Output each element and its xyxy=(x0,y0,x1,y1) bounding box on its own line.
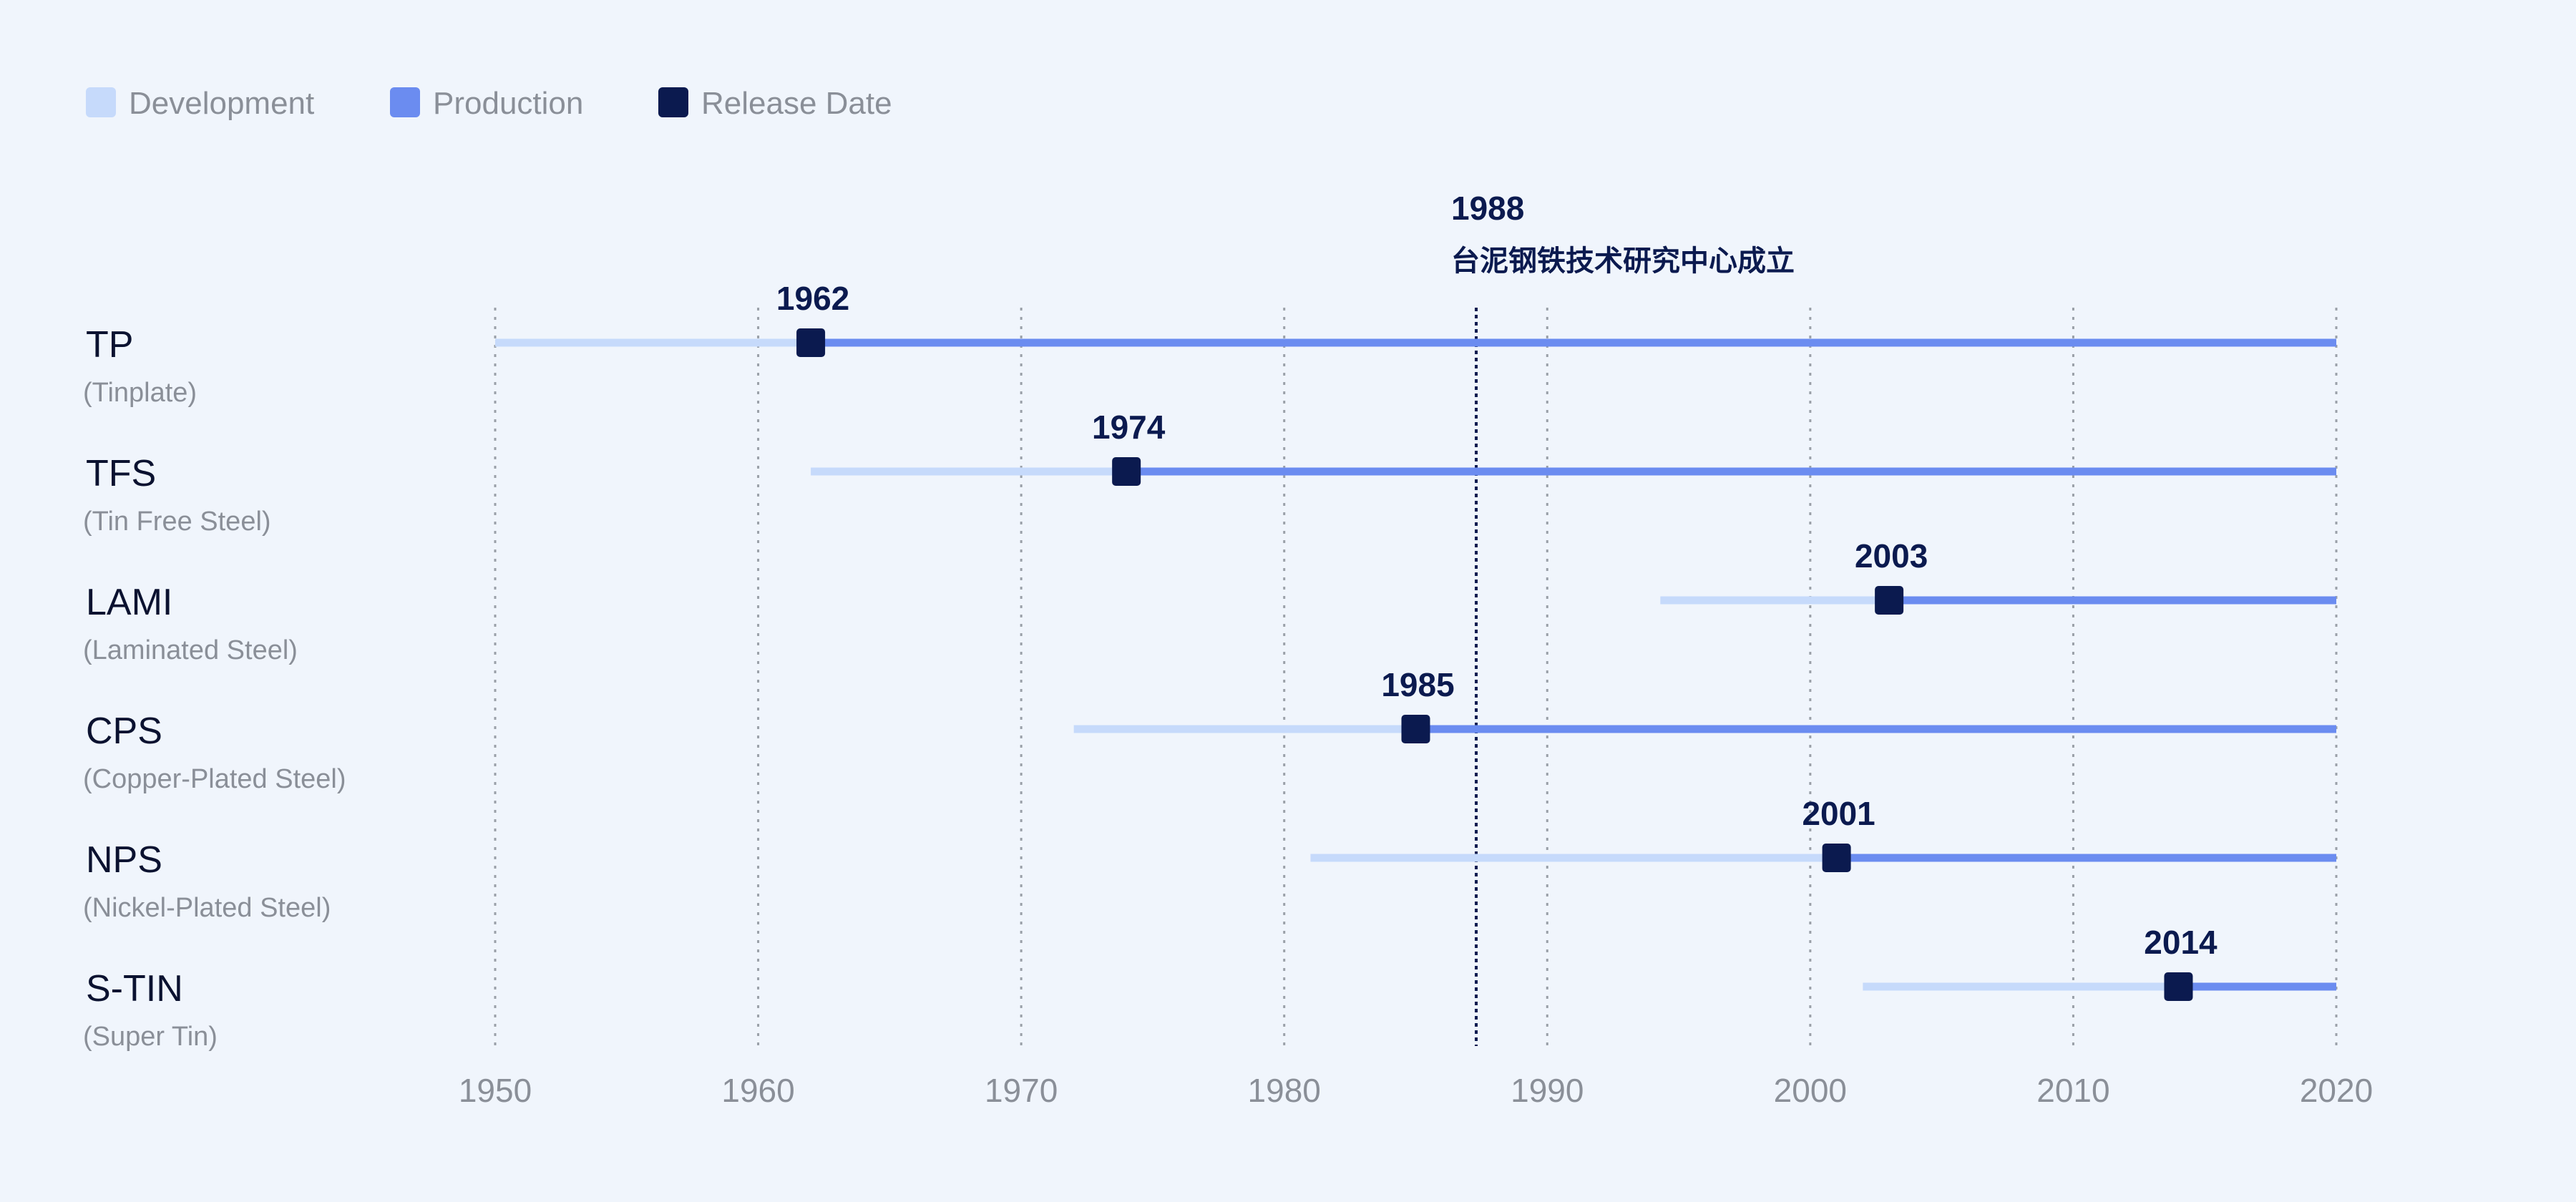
row-subtitle: (Laminated Steel) xyxy=(83,635,298,665)
annotation-text: 台泥钢铁技术研究中心成立 xyxy=(1451,245,1795,278)
x-tick-label: 2020 xyxy=(2300,1072,2373,1109)
row-name: LAMI xyxy=(86,582,172,623)
development-bar xyxy=(1660,596,1890,605)
legend-swatch xyxy=(658,87,688,117)
development-bar xyxy=(811,467,1127,476)
legend-label: Production xyxy=(433,86,583,121)
release-year-label: 1985 xyxy=(1381,666,1454,703)
timeline-row: S-TIN (Super Tin) 2014 xyxy=(83,924,2336,1052)
legend-swatch xyxy=(86,87,116,117)
x-tick-label: 1990 xyxy=(1511,1072,1584,1109)
x-tick-label: 1950 xyxy=(459,1072,532,1109)
development-bar xyxy=(1310,854,1837,862)
timeline-row: NPS (Nickel-Plated Steel) 2001 xyxy=(83,795,2336,923)
release-marker xyxy=(1875,586,1904,615)
release-year-label: 2014 xyxy=(2144,924,2218,961)
annotation-year: 1988 xyxy=(1451,190,1524,227)
timeline-row: TP (Tinplate) 1962 xyxy=(83,280,2336,408)
timeline-row: CPS (Copper-Plated Steel) 1985 xyxy=(83,666,2336,794)
release-marker xyxy=(1112,457,1141,486)
row-subtitle: (Super Tin) xyxy=(83,1022,218,1052)
legend-swatch xyxy=(390,87,420,117)
row-subtitle: (Copper-Plated Steel) xyxy=(83,764,346,794)
annotation: 1988 台泥钢铁技术研究中心成立 xyxy=(1451,190,1795,1046)
row-name: TP xyxy=(86,324,133,366)
production-bar xyxy=(811,338,2336,347)
production-bar xyxy=(1126,467,2336,476)
x-tick-label: 2000 xyxy=(1774,1072,1847,1109)
row-subtitle: (Tin Free Steel) xyxy=(83,507,271,537)
legend-label: Release Date xyxy=(701,86,892,121)
timeline-rows: TP (Tinplate) 1962 TFS (Tin Free Steel) 1974 L… xyxy=(83,280,2336,1052)
production-bar xyxy=(1889,596,2336,605)
release-marker xyxy=(1401,715,1430,743)
development-bar xyxy=(1073,725,1416,733)
grid-lines xyxy=(494,308,2338,1046)
release-year-label: 2003 xyxy=(1855,537,1928,575)
x-tick-label: 2010 xyxy=(2036,1072,2109,1109)
production-bar xyxy=(1415,725,2336,733)
x-tick-label: 1970 xyxy=(985,1072,1058,1109)
row-name: TFS xyxy=(86,453,156,494)
development-bar xyxy=(1863,982,2179,991)
release-marker xyxy=(796,328,826,357)
production-bar xyxy=(2178,982,2336,991)
development-bar xyxy=(495,338,811,347)
release-marker xyxy=(1822,844,1851,872)
production-bar xyxy=(1836,854,2336,862)
legend-label: Development xyxy=(129,86,314,121)
row-name: S-TIN xyxy=(86,968,183,1010)
release-year-label: 1974 xyxy=(1092,409,1166,446)
release-marker xyxy=(2164,972,2193,1001)
timeline-row: LAMI (Laminated Steel) 2003 xyxy=(83,537,2336,665)
row-name: CPS xyxy=(86,710,162,752)
release-year-label: 1962 xyxy=(776,280,849,317)
release-year-label: 2001 xyxy=(1802,795,1875,832)
row-subtitle: (Nickel-Plated Steel) xyxy=(83,893,331,923)
timeline-row: TFS (Tin Free Steel) 1974 xyxy=(83,409,2336,537)
legend: Development Production Release Date xyxy=(86,86,892,121)
x-tick-label: 1980 xyxy=(1248,1072,1321,1109)
x-tick-label: 1960 xyxy=(721,1072,794,1109)
row-name: NPS xyxy=(86,839,162,881)
x-axis: 1950 1960 1970 1980 1990 2000 2010 2020 xyxy=(459,1072,2373,1109)
row-subtitle: (Tinplate) xyxy=(83,378,197,408)
